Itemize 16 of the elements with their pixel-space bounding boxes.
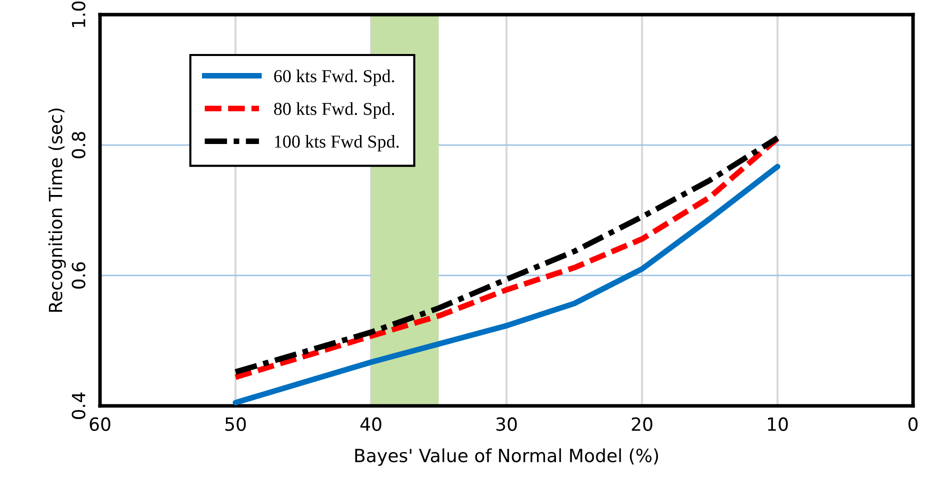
legend-label: 60 kts Fwd. Spd. [274,70,394,86]
y-tick-label: 0.6 [72,262,86,289]
x-tick-label: 10 [768,417,788,431]
x-tick-label: 40 [360,417,382,431]
x-tick-label: 30 [496,417,517,431]
legend-label: 80 kts Fwd. Spd. [274,102,394,119]
y-tick-label: 0.8 [72,132,86,158]
x-tick-label: 20 [632,417,652,431]
y-tick-label: 0.4 [72,392,86,420]
x-tick-label: 50 [225,417,246,431]
y-axis-title: Recognition Time (sec) [48,108,66,312]
x-axis-title: Bayes' Value of Normal Model (%) [355,448,658,466]
x-tick-label: 60 [90,417,110,431]
x-tick-label: 0 [908,417,918,431]
y-tick-label: 1.0 [72,2,86,28]
legend-label: 100 kts Fwd Spd. [274,135,399,152]
